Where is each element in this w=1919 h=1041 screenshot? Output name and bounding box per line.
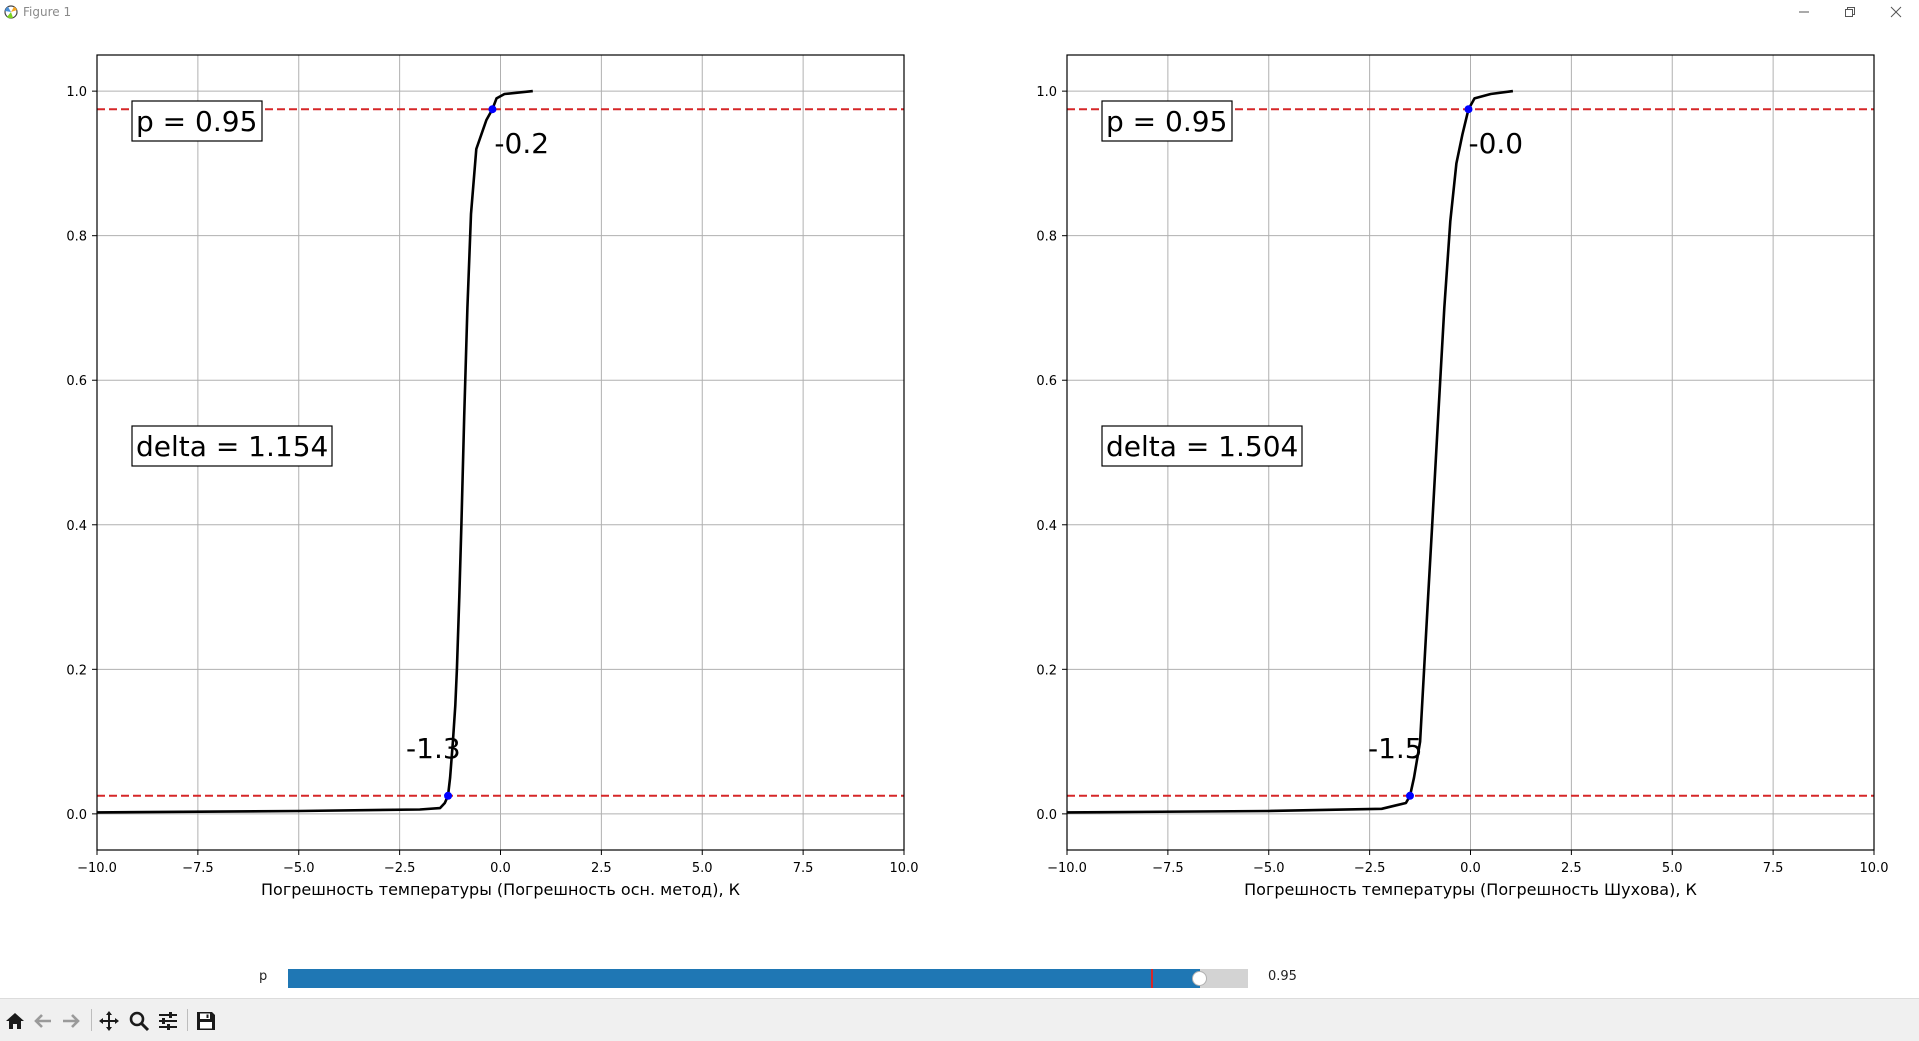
delta-annotation-text: delta = 1.504 <box>1106 430 1298 463</box>
minimize-icon <box>1799 11 1809 13</box>
x-tick-label: −5.0 <box>1253 861 1285 876</box>
x-tick-label: −10.0 <box>77 861 117 876</box>
quantile-marker <box>1405 791 1414 800</box>
x-tick-label: 5.0 <box>1662 861 1683 876</box>
quantile-marker <box>1464 105 1473 114</box>
close-icon <box>1890 6 1902 18</box>
x-tick-label: 10.0 <box>1860 861 1889 876</box>
lower-quantile-label: -1.5 <box>1368 732 1423 765</box>
x-tick-label: −2.5 <box>384 861 416 876</box>
p-slider[interactable] <box>288 969 1248 988</box>
zoom-icon <box>129 1011 150 1032</box>
restore-icon <box>1845 7 1855 17</box>
figure-canvas[interactable]: −10.0 −7.5 −5.0 −2.5 0.0 2.5 5.0 7.5 10.0 0.0 0.2 0… <box>0 24 1919 998</box>
zoom-button[interactable] <box>126 1008 152 1034</box>
slider-fill <box>288 969 1200 988</box>
x-tick-label: 7.5 <box>793 861 814 876</box>
y-tick-label: 1.0 <box>66 85 87 100</box>
y-tick-label: 0.8 <box>1036 230 1057 245</box>
p-annotation-text: p = 0.95 <box>1106 105 1227 138</box>
lower-quantile-label: -1.3 <box>406 732 461 765</box>
slider-initial-value-marker <box>1151 969 1153 988</box>
y-tick-label: 0.4 <box>1036 519 1057 534</box>
y-tick-label: 0.2 <box>1036 663 1057 678</box>
figure-svg: −10.0 −7.5 −5.0 −2.5 0.0 2.5 5.0 7.5 10.0 0.0 0.2 0… <box>66 54 1889 899</box>
x-tick-label: 2.5 <box>591 861 612 876</box>
p-annotation-box <box>1101 100 1233 142</box>
slider-handle[interactable] <box>1192 971 1207 986</box>
p-annotation-text: p = 0.95 <box>136 105 257 138</box>
quantile-marker <box>444 791 453 800</box>
quantile-marker <box>488 105 497 114</box>
y-tick-label: 0.4 <box>66 519 87 534</box>
minimize-button[interactable] <box>1781 0 1827 24</box>
configure-subplots-icon <box>159 1012 177 1030</box>
back-icon <box>34 1014 51 1028</box>
restore-button[interactable] <box>1827 0 1873 24</box>
x-tick-label: −7.5 <box>1152 861 1184 876</box>
x-axis-label: Погрешность температуры (Погрешность Шух… <box>1244 880 1697 899</box>
x-tick-label: −10.0 <box>1047 861 1087 876</box>
y-tick-label: 1.0 <box>1036 85 1057 100</box>
window-title: Figure 1 <box>23 5 72 19</box>
delta-annotation-text: delta = 1.154 <box>136 430 328 463</box>
y-tick-label: 0.0 <box>66 808 87 823</box>
home-icon <box>6 1013 24 1029</box>
matplotlib-app-icon <box>4 5 18 19</box>
y-tick-label: 0.8 <box>66 230 87 245</box>
x-tick-label: 0.0 <box>1460 861 1481 876</box>
y-tick-label: 0.0 <box>1036 808 1057 823</box>
x-axis-label: Погрешность температуры (Погрешность осн… <box>261 880 741 899</box>
forward-icon <box>63 1014 80 1028</box>
slider-label: p <box>259 969 268 984</box>
y-tick-label: 0.6 <box>1036 374 1057 389</box>
home-button[interactable] <box>2 1008 28 1034</box>
upper-quantile-label: -0.2 <box>494 127 549 160</box>
x-tick-label: 5.0 <box>692 861 713 876</box>
delta-annotation-box <box>1101 425 1303 467</box>
delta-annotation-box <box>131 425 333 467</box>
pan-button[interactable] <box>96 1008 122 1034</box>
slider-value: 0.95 <box>1268 969 1297 984</box>
y-tick-label: 0.2 <box>66 663 87 678</box>
p-annotation-box <box>131 100 263 142</box>
save-icon <box>197 1012 215 1030</box>
navigation-toolbar <box>0 998 1919 1041</box>
x-tick-label: 7.5 <box>1763 861 1784 876</box>
close-button[interactable] <box>1873 0 1919 24</box>
x-tick-label: 2.5 <box>1561 861 1582 876</box>
upper-quantile-label: -0.0 <box>1468 127 1523 160</box>
x-tick-label: −2.5 <box>1354 861 1386 876</box>
x-tick-label: −5.0 <box>283 861 315 876</box>
forward-button[interactable] <box>58 1008 84 1034</box>
x-tick-label: 0.0 <box>490 861 511 876</box>
window-titlebar: Figure 1 <box>0 0 1919 24</box>
toolbar-separator <box>91 1009 92 1031</box>
back-button[interactable] <box>30 1008 56 1034</box>
x-tick-label: 10.0 <box>890 861 919 876</box>
x-tick-label: −7.5 <box>182 861 214 876</box>
configure-subplots-button[interactable] <box>155 1008 181 1034</box>
y-tick-label: 0.6 <box>66 374 87 389</box>
save-button[interactable] <box>193 1008 219 1034</box>
pan-icon <box>99 1011 119 1031</box>
toolbar-separator <box>187 1009 188 1031</box>
cdf-line <box>96 89 533 814</box>
